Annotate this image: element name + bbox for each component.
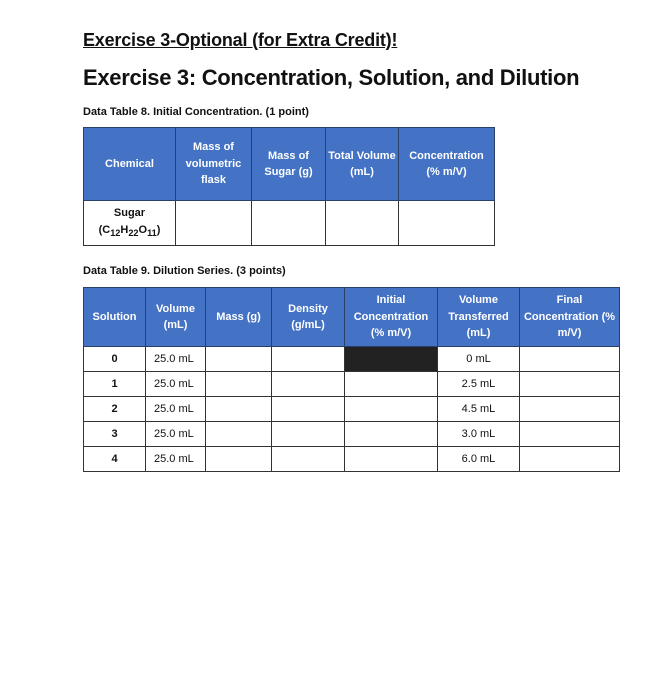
chemical-cell: Sugar (C12H22O11) bbox=[83, 200, 176, 246]
concentration-input[interactable] bbox=[398, 200, 495, 246]
solution-cell: 0 bbox=[83, 346, 146, 372]
final-concentration-input[interactable] bbox=[519, 396, 620, 422]
header-solution: Solution bbox=[83, 287, 146, 347]
header-chemical: Chemical bbox=[83, 127, 176, 201]
table-row: 4 25.0 mL 6.0 mL bbox=[83, 446, 620, 472]
header-final-concentration: Final Concentration (% m/V) bbox=[519, 287, 620, 347]
solution-cell: 2 bbox=[83, 396, 146, 422]
header-initial-concentration: Initial Concentration (% m/V) bbox=[344, 287, 438, 347]
table-row: 0 25.0 mL 0 mL bbox=[83, 346, 620, 372]
header-flask-mass: Mass of volumetric flask bbox=[175, 127, 252, 201]
volume-cell: 25.0 mL bbox=[145, 371, 206, 397]
final-concentration-input[interactable] bbox=[519, 446, 620, 472]
initial-concentration-input[interactable] bbox=[344, 446, 438, 472]
volume-transferred-cell: 0 mL bbox=[437, 346, 520, 372]
total-volume-input[interactable] bbox=[325, 200, 399, 246]
solution-cell: 1 bbox=[83, 371, 146, 397]
volume-cell: 25.0 mL bbox=[145, 446, 206, 472]
density-input[interactable] bbox=[271, 371, 345, 397]
density-input[interactable] bbox=[271, 346, 345, 372]
header-volume: Volume (mL) bbox=[145, 287, 206, 347]
final-concentration-input[interactable] bbox=[519, 371, 620, 397]
mass-input[interactable] bbox=[205, 421, 272, 447]
table8-caption: Data Table 8. Initial Concentration. (1 … bbox=[83, 106, 309, 118]
initial-concentration-input[interactable] bbox=[344, 421, 438, 447]
header-sugar-mass: Mass of Sugar (g) bbox=[251, 127, 326, 201]
mass-input[interactable] bbox=[205, 371, 272, 397]
table9-caption: Data Table 9. Dilution Series. (3 points… bbox=[83, 265, 286, 277]
optional-heading: Exercise 3-Optional (for Extra Credit)! bbox=[83, 30, 398, 50]
initial-concentration-table: Chemical Mass of volumetric flask Mass o… bbox=[83, 127, 495, 246]
volume-cell: 25.0 mL bbox=[145, 421, 206, 447]
table-row: Sugar (C12H22O11) bbox=[83, 200, 495, 246]
final-concentration-input[interactable] bbox=[519, 421, 620, 447]
volume-transferred-cell: 2.5 mL bbox=[437, 371, 520, 397]
density-input[interactable] bbox=[271, 421, 345, 447]
density-input[interactable] bbox=[271, 446, 345, 472]
volume-cell: 25.0 mL bbox=[145, 346, 206, 372]
table-row: 1 25.0 mL 2.5 mL bbox=[83, 371, 620, 397]
volume-transferred-cell: 3.0 mL bbox=[437, 421, 520, 447]
volume-transferred-cell: 4.5 mL bbox=[437, 396, 520, 422]
table-row: 2 25.0 mL 4.5 mL bbox=[83, 396, 620, 422]
flask-mass-input[interactable] bbox=[175, 200, 252, 246]
table-row: 3 25.0 mL 3.0 mL bbox=[83, 421, 620, 447]
header-concentration: Concentration (% m/V) bbox=[398, 127, 495, 201]
initial-concentration-input[interactable] bbox=[344, 396, 438, 422]
volume-transferred-cell: 6.0 mL bbox=[437, 446, 520, 472]
dilution-series-table: Solution Volume (mL) Mass (g) Density (g… bbox=[83, 287, 620, 472]
header-total-volume: Total Volume (mL) bbox=[325, 127, 399, 201]
header-mass: Mass (g) bbox=[205, 287, 272, 347]
density-input[interactable] bbox=[271, 396, 345, 422]
header-volume-transferred: Volume Transferred (mL) bbox=[437, 287, 520, 347]
sugar-mass-input[interactable] bbox=[251, 200, 326, 246]
initial-concentration-input[interactable] bbox=[344, 371, 438, 397]
mass-input[interactable] bbox=[205, 346, 272, 372]
volume-cell: 25.0 mL bbox=[145, 396, 206, 422]
mass-input[interactable] bbox=[205, 396, 272, 422]
initial-concentration-input bbox=[344, 346, 438, 372]
exercise-title: Exercise 3: Concentration, Solution, and… bbox=[83, 65, 580, 90]
final-concentration-input[interactable] bbox=[519, 346, 620, 372]
mass-input[interactable] bbox=[205, 446, 272, 472]
solution-cell: 4 bbox=[83, 446, 146, 472]
solution-cell: 3 bbox=[83, 421, 146, 447]
header-density: Density (g/mL) bbox=[271, 287, 345, 347]
